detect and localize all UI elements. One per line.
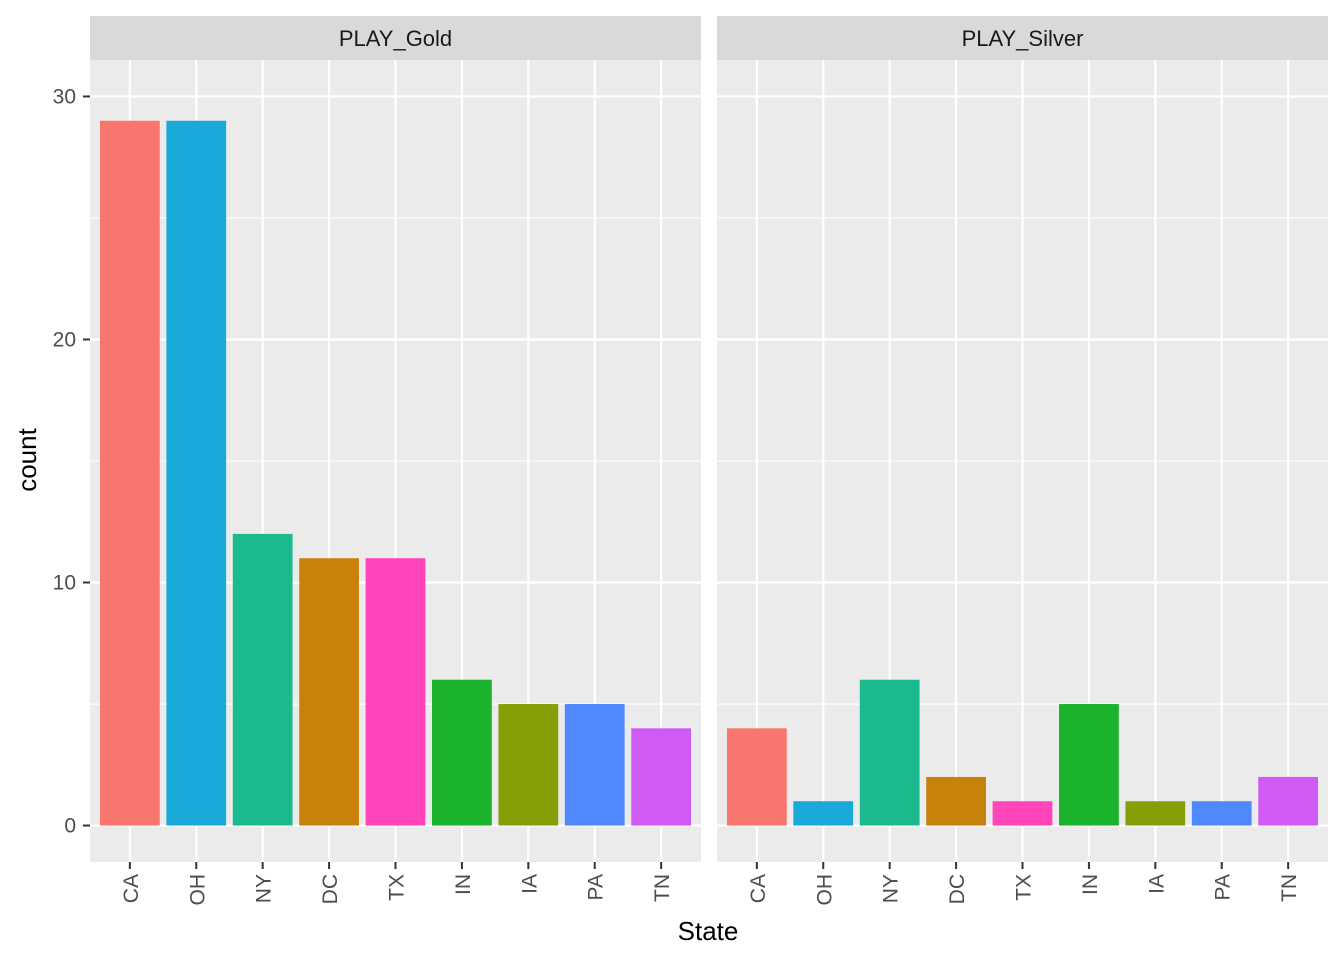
- x-tick-label: TX: [1013, 874, 1036, 901]
- x-tick-label: NY: [253, 874, 276, 903]
- x-tick-label: IN: [1079, 874, 1102, 895]
- x-tick-label: PA: [585, 874, 608, 900]
- bar-tn: [1258, 776, 1319, 826]
- bar-ia: [1125, 801, 1186, 826]
- x-tick-label: IN: [452, 874, 475, 895]
- bar-dc: [299, 558, 359, 826]
- bar-ny: [232, 533, 293, 826]
- x-tick-label: TN: [651, 874, 674, 902]
- y-tick-label: 20: [53, 328, 76, 351]
- x-tick-label: OH: [186, 874, 209, 906]
- bar-tx: [365, 558, 426, 826]
- facet-panel-0: PLAY_Gold CA OH NY DC TX IN IA PA TN: [90, 16, 701, 906]
- facet-strip-label: PLAY_Silver: [962, 26, 1084, 51]
- x-tick-label: OH: [813, 874, 836, 906]
- x-tick-label: CA: [747, 874, 770, 903]
- bar-ia: [498, 704, 559, 826]
- facet-panel-1: PLAY_Silver CA OH NY DC TX IN IA PA TN: [717, 16, 1328, 906]
- x-axis-title: State: [678, 916, 739, 946]
- facet-panels: PLAY_Gold CA OH NY DC TX IN IA PA TN PLAY_Silver CA…: [90, 16, 1328, 906]
- bar-tx: [992, 801, 1053, 826]
- bar-ca: [99, 120, 160, 826]
- x-tick-label: DC: [319, 874, 342, 904]
- x-tick-label: CA: [120, 874, 143, 903]
- facet-strip-label: PLAY_Gold: [339, 26, 452, 51]
- x-tick-label: PA: [1212, 874, 1235, 900]
- x-tick-label: TX: [386, 874, 409, 901]
- bar-dc: [926, 776, 986, 826]
- x-tick-label: NY: [880, 874, 903, 903]
- bar-oh: [793, 801, 854, 826]
- y-axis-title: count: [12, 427, 42, 491]
- bar-in: [432, 679, 492, 826]
- bar-ca: [726, 728, 787, 826]
- y-axis: 0 10 20 30: [53, 85, 90, 838]
- y-tick-label: 30: [53, 85, 76, 108]
- x-tick-label: IA: [1145, 874, 1168, 894]
- x-tick-label: DC: [946, 874, 969, 904]
- x-tick-label: IA: [518, 874, 541, 894]
- x-tick-label: TN: [1278, 874, 1301, 902]
- bar-tn: [631, 728, 692, 826]
- bar-oh: [166, 120, 227, 826]
- y-tick-label: 0: [64, 815, 76, 838]
- facet-strip: [90, 16, 701, 60]
- y-tick-label: 10: [53, 572, 76, 595]
- bar-ny: [859, 679, 920, 826]
- bar-in: [1059, 704, 1119, 826]
- bar-pa: [1191, 801, 1252, 826]
- bar-pa: [564, 704, 625, 826]
- facet-strip: [717, 16, 1328, 60]
